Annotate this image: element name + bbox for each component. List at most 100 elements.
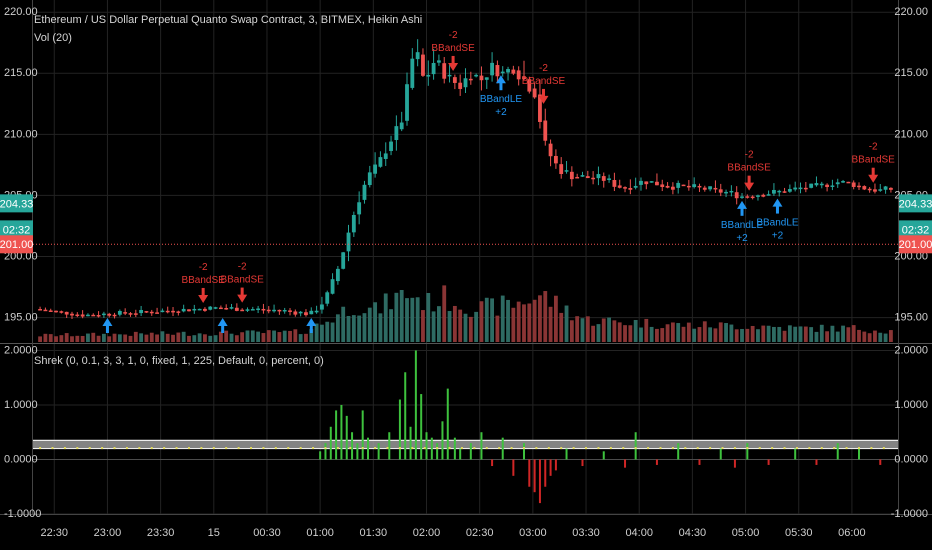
price-axes: 195.00195.00200.00200.00205.00205.00210.…	[4, 6, 928, 520]
long-signal-stem	[775, 205, 779, 214]
indicator-dot	[187, 447, 190, 450]
right-price-tick: 215.00	[894, 67, 928, 79]
candle-body	[250, 309, 255, 311]
indicator-histogram-bar	[491, 459, 494, 467]
candle-body	[107, 313, 112, 316]
indicator-dot	[547, 447, 550, 450]
price-badge-text: 201.00	[0, 239, 33, 251]
volume-bar	[421, 310, 425, 342]
candle-body	[325, 292, 330, 304]
short-signal-arrow-icon	[237, 294, 248, 303]
volume-bar	[452, 305, 457, 342]
volume-bar	[383, 293, 388, 342]
volume-bar	[841, 325, 845, 342]
long-signal-qty: +2	[736, 233, 748, 244]
indicator-dot	[597, 447, 600, 450]
candle-body	[777, 190, 782, 193]
volume-bar	[538, 295, 542, 342]
time-tick: 15	[208, 527, 220, 539]
indicator-histogram-bar	[655, 459, 658, 465]
volume-bar	[750, 325, 755, 342]
candle-body	[697, 185, 702, 188]
indicator-dot	[795, 447, 798, 450]
volume-bar	[479, 301, 484, 342]
indicator-dot	[76, 447, 79, 450]
volume-bar	[64, 333, 69, 342]
indicator-dot	[274, 447, 277, 450]
indicator-dot	[212, 447, 215, 450]
candle-body	[580, 175, 585, 177]
indicator-dot	[473, 447, 476, 450]
short-signal-stem	[451, 55, 455, 64]
indicator-dot	[101, 447, 104, 450]
candle-body	[750, 196, 755, 199]
candle-body	[128, 313, 133, 315]
volume-bar	[447, 311, 452, 342]
candle-body	[399, 122, 404, 130]
candles	[38, 39, 893, 320]
indicator-histogram-bar	[335, 410, 338, 460]
candle-body	[522, 76, 526, 79]
volume-bar	[713, 328, 718, 342]
indicator-dot	[200, 447, 203, 450]
volume-bar	[772, 326, 776, 342]
candle-body	[553, 155, 558, 164]
volume-bar	[261, 333, 266, 342]
short-signal-arrow-icon	[448, 62, 459, 71]
indicator-dot	[882, 447, 885, 450]
volume-bar	[506, 299, 510, 342]
price-badge-box	[899, 220, 932, 239]
volume-bar	[91, 332, 96, 342]
time-tick: 02:00	[413, 527, 441, 539]
volume-bar	[123, 334, 128, 342]
indicator-dot	[733, 447, 736, 450]
candle-body	[676, 182, 681, 188]
volume-bar	[878, 332, 883, 342]
price-badge-box	[0, 235, 33, 254]
left-price-tick: 200.00	[4, 250, 38, 262]
candle-body	[761, 194, 766, 197]
indicator-histogram-bar	[581, 459, 584, 467]
long-signal-stem	[309, 325, 313, 333]
volume-bar	[660, 328, 665, 342]
candle-body	[149, 311, 154, 314]
volume-bar	[96, 335, 101, 342]
indicator-histogram-bar	[538, 459, 541, 504]
candle-body	[48, 310, 53, 312]
volume-bar	[442, 285, 447, 342]
candle-body	[458, 82, 463, 89]
volume-bar	[692, 328, 697, 342]
long-signal-stem	[499, 82, 503, 91]
long-signal-arrow-icon	[737, 200, 748, 209]
candle-body	[649, 181, 654, 183]
volume-bar	[117, 334, 122, 342]
candle-body	[309, 310, 314, 315]
candle-body	[351, 214, 356, 233]
candle-body	[575, 176, 580, 179]
long-signal-qty: +2	[772, 231, 784, 242]
volume-bar	[139, 333, 144, 342]
volume-bar	[320, 324, 324, 342]
candle-body	[670, 186, 675, 190]
candle-body	[511, 69, 516, 74]
candle-body	[187, 309, 191, 312]
indicator-histogram-bar	[340, 404, 343, 460]
volume-bar	[351, 315, 356, 342]
indicator-histogram-bar	[469, 443, 472, 460]
volume-bar	[330, 322, 335, 342]
candle-body	[851, 182, 856, 187]
candle-body	[112, 314, 117, 317]
short-signal-arrow-icon	[198, 294, 209, 303]
volume-bar	[543, 291, 548, 342]
candle-body	[117, 310, 122, 315]
indicator-histogram-bar	[425, 432, 428, 460]
indicator-band	[33, 440, 898, 449]
volume-bar	[782, 330, 787, 342]
candle-body	[96, 315, 101, 317]
candle-body	[644, 181, 649, 185]
indicator-dot	[498, 447, 501, 450]
left-indicator-tick: 1.0000	[4, 399, 38, 411]
candle-body	[490, 62, 495, 76]
indicator-dot	[312, 447, 315, 450]
